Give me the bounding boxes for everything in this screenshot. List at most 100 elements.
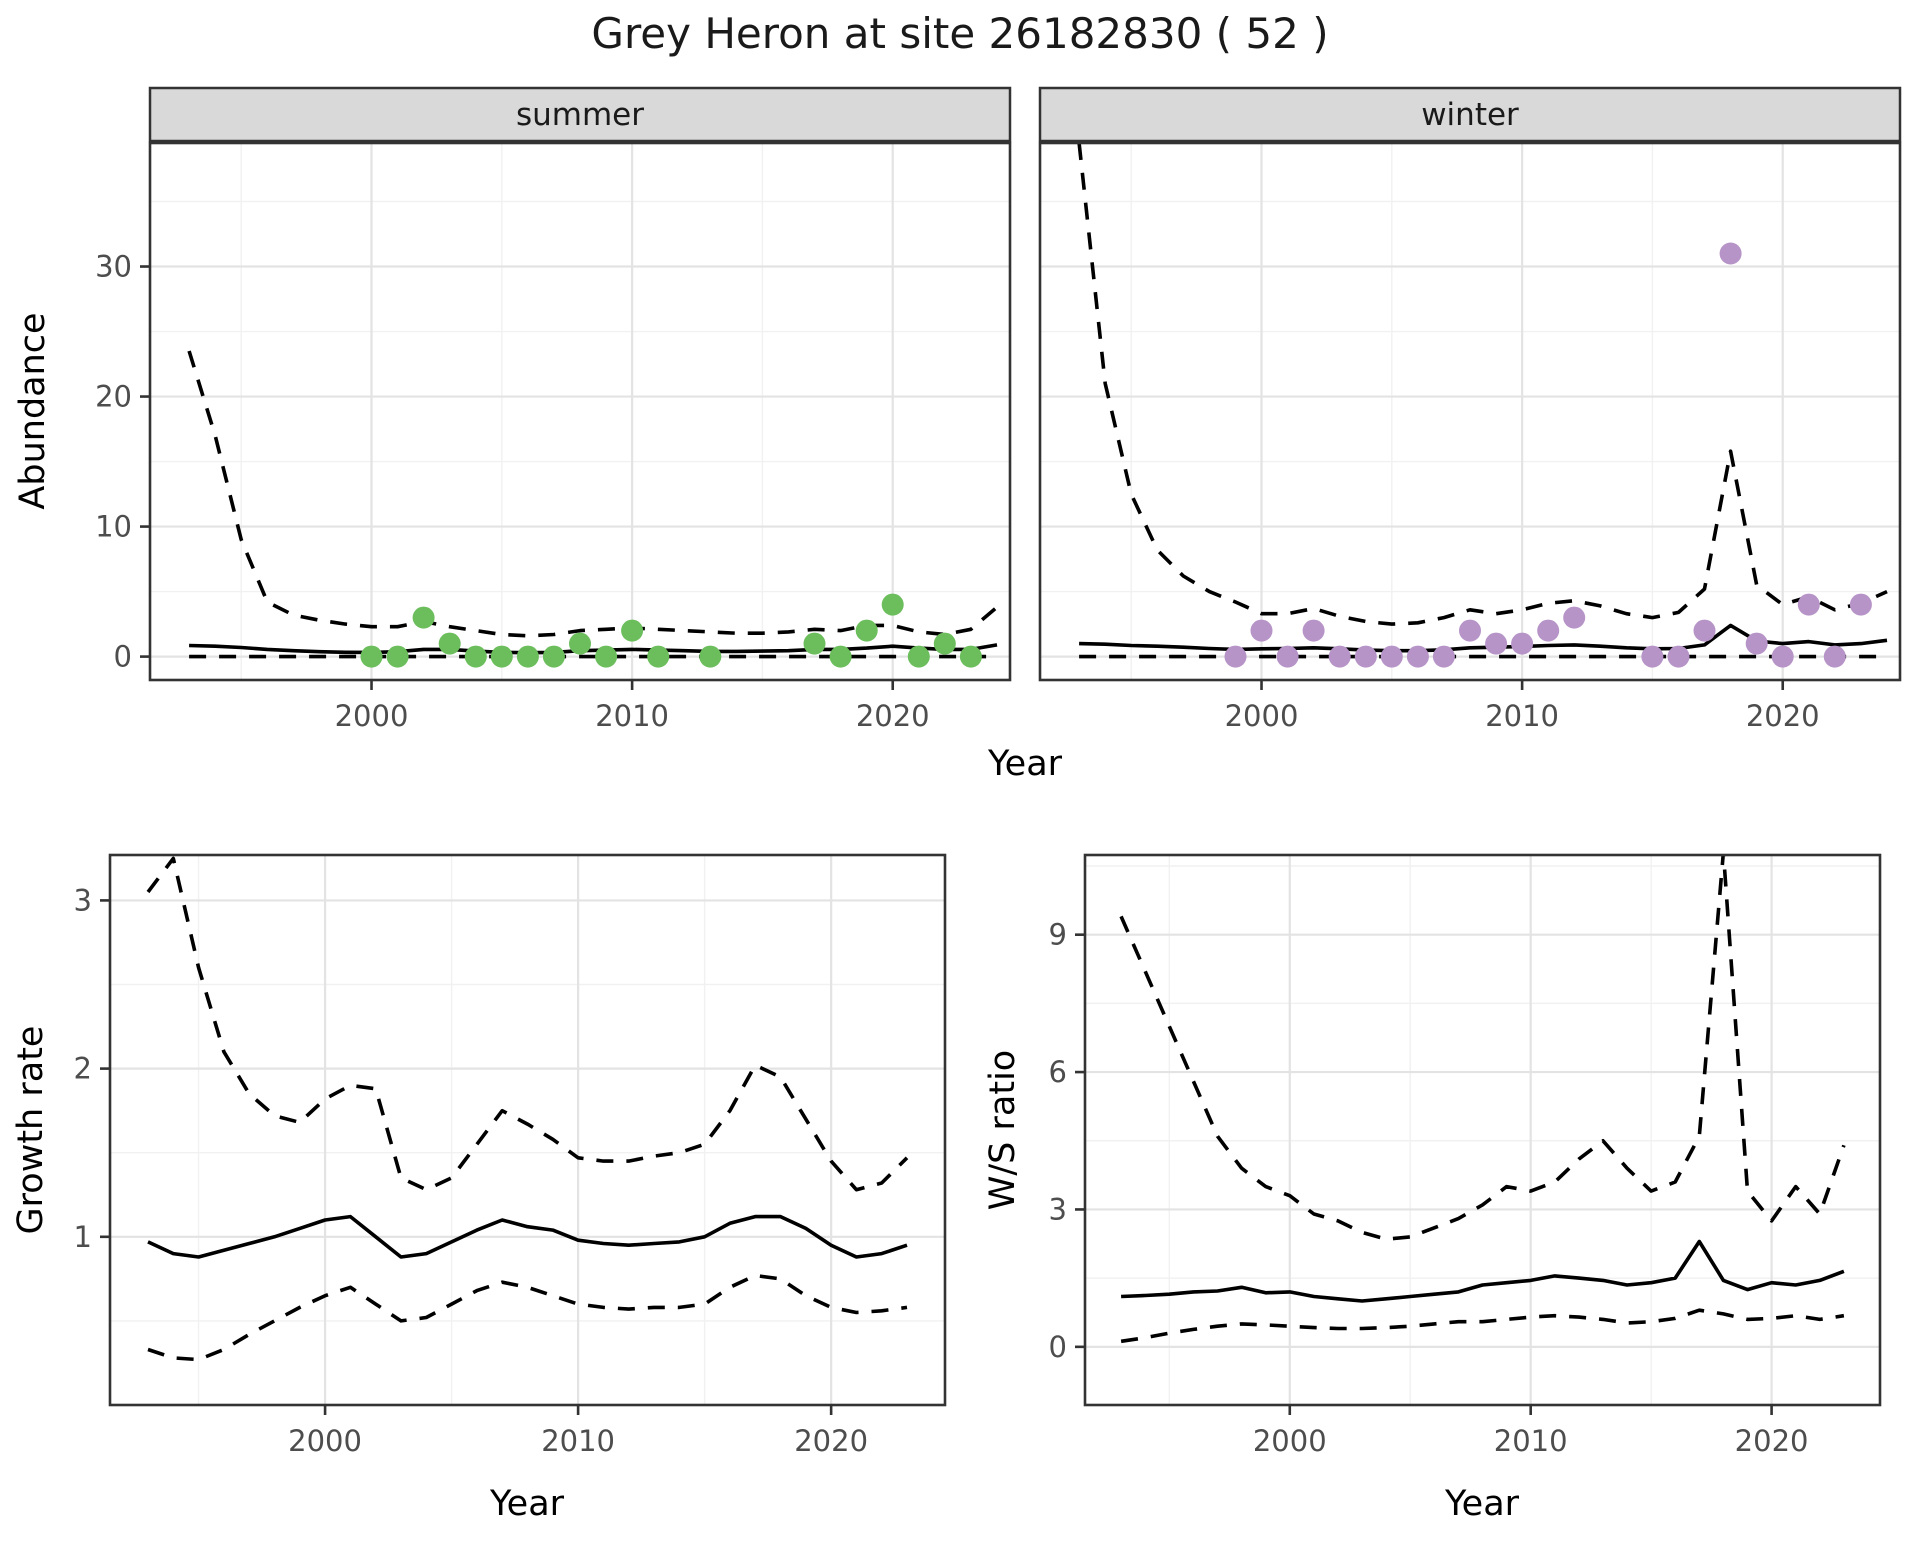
upper-ci-line bbox=[1119, 855, 1846, 1241]
y-axis-title-abundance: Abundance bbox=[13, 312, 53, 509]
observation-point bbox=[595, 645, 618, 668]
observation-point bbox=[1380, 645, 1403, 668]
observation-point bbox=[542, 645, 565, 668]
y-tick-label: 6 bbox=[1049, 1055, 1067, 1089]
y-tick-label: 10 bbox=[95, 510, 132, 544]
observation-point bbox=[1667, 645, 1690, 668]
y-axis-title-ws-ratio: W/S ratio bbox=[983, 1050, 1023, 1210]
y-tick-label: 3 bbox=[74, 883, 92, 917]
x-axis-title-growth-year: Year bbox=[489, 1484, 565, 1524]
panel-background bbox=[1040, 143, 1900, 680]
axis-titles: Abundance Year Growth rate W/S ratio Yea… bbox=[11, 312, 1520, 1524]
y-tick-label: 9 bbox=[1049, 918, 1067, 952]
x-axis-title-top-year: Year bbox=[987, 744, 1063, 784]
observation-point bbox=[1302, 619, 1325, 642]
facet-strip-summer bbox=[148, 86, 1012, 143]
y-tick-label: 1 bbox=[74, 1220, 92, 1254]
observation-point bbox=[1771, 645, 1794, 668]
series-abundance-summer bbox=[187, 350, 999, 668]
observation-point bbox=[933, 632, 956, 655]
facet-strips: summer winter bbox=[148, 86, 1902, 143]
panel-border bbox=[1038, 141, 1902, 682]
observation-point bbox=[1719, 242, 1742, 265]
x-tick-label: 2010 bbox=[541, 1424, 615, 1458]
observation-point bbox=[1693, 619, 1716, 642]
abundance-winter-points bbox=[1224, 242, 1872, 668]
mean-line bbox=[189, 643, 998, 655]
series-growth-rate bbox=[146, 856, 909, 1362]
observation-point bbox=[516, 645, 539, 668]
axis-growth-rate: 2000 2010 2020 1 2 3 bbox=[74, 883, 868, 1458]
gridlines-abundance-summer bbox=[150, 143, 1010, 680]
observation-point bbox=[855, 619, 878, 642]
panel-border bbox=[148, 141, 1012, 682]
x-tick-label: 2000 bbox=[335, 699, 409, 733]
x-tick-label: 2010 bbox=[595, 699, 669, 733]
y-tick-label: 30 bbox=[95, 250, 132, 284]
panel-border bbox=[1083, 853, 1882, 1407]
chart-title: Grey Heron at site 26182830 ( 52 ) bbox=[591, 9, 1328, 58]
abundance-summer-points bbox=[360, 593, 982, 668]
observation-point bbox=[1328, 645, 1351, 668]
observation-point bbox=[1823, 645, 1846, 668]
observation-point bbox=[699, 645, 722, 668]
observation-point bbox=[360, 645, 383, 668]
axis-abundance-summer: 2000 2010 2020 0 10 20 30 bbox=[95, 250, 930, 733]
observation-point bbox=[1563, 606, 1586, 629]
observation-point bbox=[1641, 645, 1664, 668]
x-tick-label: 2020 bbox=[1746, 699, 1820, 733]
panel-background bbox=[1085, 855, 1880, 1405]
y-tick-label: 0 bbox=[1049, 1330, 1067, 1364]
x-tick-label: 2010 bbox=[1485, 699, 1559, 733]
panel-abundance-winter: 2000 2010 2020 bbox=[1038, 141, 1902, 733]
lower-ci-line bbox=[1120, 1308, 1845, 1344]
mean-line bbox=[1121, 1239, 1845, 1303]
observation-point bbox=[1745, 632, 1768, 655]
panel-background bbox=[110, 855, 945, 1405]
mean-line bbox=[147, 1214, 908, 1259]
observation-point bbox=[803, 632, 826, 655]
upper-ci-line bbox=[1077, 143, 1888, 626]
x-tick-label: 2000 bbox=[1225, 699, 1299, 733]
panel-border bbox=[108, 853, 947, 1407]
observation-point bbox=[464, 645, 487, 668]
x-tick-label: 2020 bbox=[794, 1424, 868, 1458]
observation-point bbox=[1459, 619, 1481, 642]
observation-point bbox=[647, 645, 670, 668]
observation-point bbox=[1406, 645, 1429, 668]
facet-label-winter: winter bbox=[1421, 97, 1519, 133]
observation-point bbox=[490, 645, 513, 668]
panel-abundance-summer: 2000 2010 2020 0 10 20 30 bbox=[95, 141, 1012, 733]
observation-point bbox=[1354, 645, 1377, 668]
x-axis-title-ws-year: Year bbox=[1444, 1484, 1520, 1524]
observation-point bbox=[959, 645, 982, 668]
observation-point bbox=[1849, 593, 1872, 616]
axis-abundance-winter: 2000 2010 2020 bbox=[1225, 680, 1820, 733]
series-ws-ratio bbox=[1119, 855, 1846, 1344]
panel-background bbox=[150, 143, 1010, 680]
observation-point bbox=[1250, 619, 1273, 642]
observation-point bbox=[881, 593, 904, 616]
observation-point bbox=[438, 632, 461, 655]
panel-ws-ratio: 2000 2010 2020 0 3 6 9 bbox=[1049, 853, 1882, 1458]
y-tick-label: 0 bbox=[114, 640, 132, 674]
observation-point bbox=[569, 632, 591, 655]
observation-point bbox=[386, 645, 409, 668]
observation-point bbox=[1224, 645, 1247, 668]
x-tick-label: 2010 bbox=[1494, 1424, 1568, 1458]
observation-point bbox=[907, 645, 930, 668]
observation-point bbox=[1511, 632, 1534, 655]
panel-growth-rate: 2000 2010 2020 1 2 3 bbox=[74, 853, 947, 1458]
axis-ws-ratio: 2000 2010 2020 0 3 6 9 bbox=[1049, 918, 1809, 1458]
observation-point bbox=[1485, 632, 1508, 655]
observation-point bbox=[1432, 645, 1455, 668]
x-tick-label: 2000 bbox=[1253, 1424, 1327, 1458]
y-tick-label: 3 bbox=[1049, 1192, 1067, 1226]
observation-point bbox=[1276, 645, 1299, 668]
observation-point bbox=[412, 606, 435, 629]
gridlines-ws-ratio bbox=[1085, 855, 1880, 1405]
x-tick-label: 2020 bbox=[1735, 1424, 1809, 1458]
